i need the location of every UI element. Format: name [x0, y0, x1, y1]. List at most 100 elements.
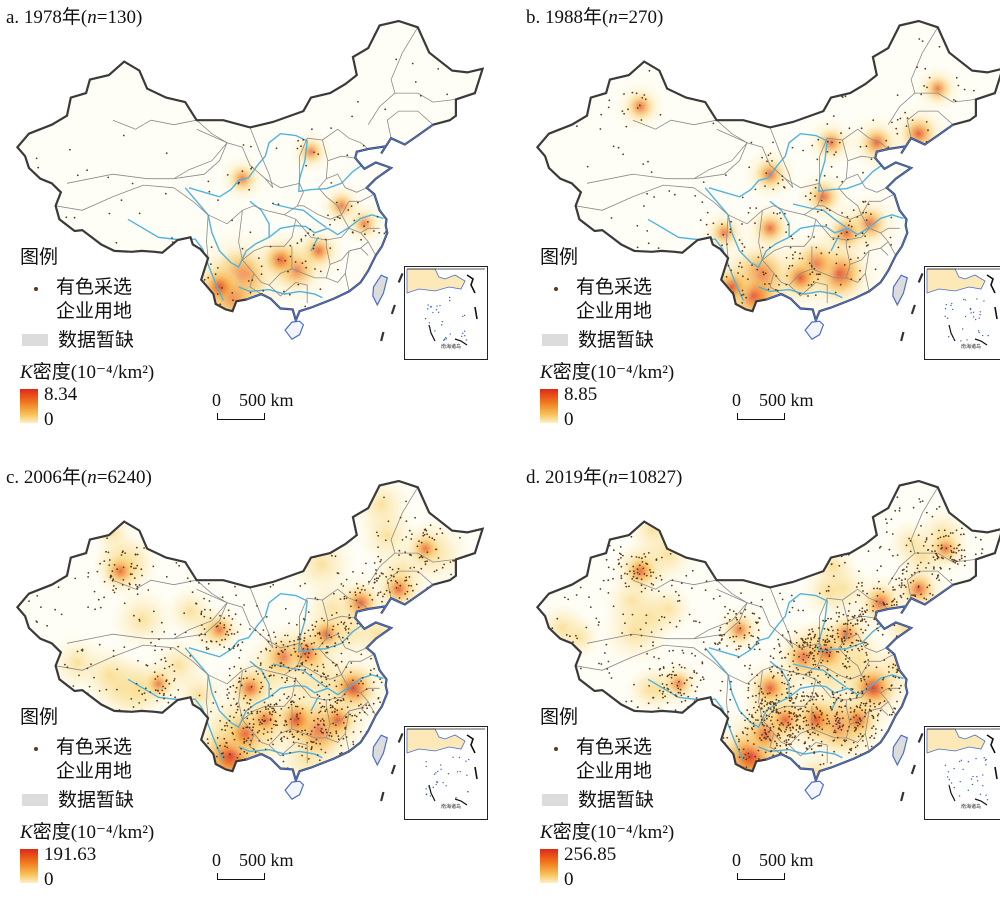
enterprise-point	[764, 185, 766, 188]
enterprise-point	[883, 659, 886, 661]
enterprise-point	[153, 610, 155, 613]
enterprise-point	[927, 562, 930, 564]
enterprise-point	[368, 704, 370, 707]
enterprise-point	[773, 647, 776, 650]
enterprise-point	[856, 695, 858, 697]
enterprise-point	[822, 719, 825, 721]
enterprise-point	[108, 212, 111, 215]
enterprise-point	[675, 625, 678, 628]
enterprise-point	[820, 713, 823, 716]
enterprise-point	[842, 724, 845, 726]
enterprise-point	[376, 674, 379, 677]
enterprise-point	[981, 548, 984, 551]
enterprise-point	[111, 570, 114, 573]
enterprise-point	[963, 88, 966, 91]
enterprise-point	[855, 696, 858, 699]
enterprise-point	[200, 633, 203, 635]
enterprise-point	[825, 590, 828, 592]
enterprise-point	[263, 720, 265, 723]
enterprise-point	[801, 695, 804, 698]
enterprise-point	[333, 645, 336, 648]
enterprise-point	[741, 289, 744, 292]
enterprise-point	[314, 653, 317, 656]
enterprise-point	[138, 702, 141, 704]
enterprise-point	[809, 733, 812, 736]
enterprise-point	[237, 643, 240, 646]
enterprise-point	[273, 631, 275, 634]
enterprise-point	[795, 641, 798, 644]
enterprise-point	[761, 699, 763, 702]
enterprise-point	[265, 647, 267, 650]
enterprise-point	[237, 681, 240, 683]
enterprise-point	[752, 635, 754, 638]
enterprise-point	[161, 648, 163, 651]
enterprise-point	[911, 119, 914, 121]
enterprise-point	[340, 744, 343, 747]
enterprise-point	[865, 620, 867, 623]
enterprise-point	[738, 239, 741, 241]
enterprise-point	[323, 619, 325, 622]
enterprise-point	[749, 721, 752, 723]
enterprise-point	[229, 686, 232, 688]
enterprise-point	[154, 644, 157, 647]
enterprise-point	[714, 643, 717, 645]
enterprise-point	[173, 679, 175, 682]
enterprise-point	[904, 586, 907, 588]
enterprise-point	[693, 671, 696, 674]
enterprise-point	[852, 692, 854, 694]
enterprise-point	[644, 587, 647, 590]
enterprise-point	[867, 624, 870, 627]
enterprise-point	[228, 674, 231, 677]
enterprise-point	[248, 188, 251, 191]
enterprise-point	[260, 273, 263, 276]
enterprise-point	[809, 641, 812, 644]
enterprise-point	[861, 709, 863, 712]
enterprise-point	[214, 273, 217, 276]
enterprise-point	[647, 702, 650, 705]
enterprise-point	[433, 538, 436, 541]
province-border	[196, 119, 228, 144]
enterprise-point	[809, 644, 812, 647]
enterprise-point	[810, 748, 813, 751]
enterprise-point	[272, 723, 275, 726]
enterprise-point	[904, 578, 907, 580]
enterprise-point	[840, 706, 843, 709]
enterprise-point	[267, 634, 270, 637]
enterprise-point	[948, 568, 951, 570]
enterprise-point	[373, 230, 375, 232]
enterprise-point	[272, 707, 275, 710]
enterprise-point	[701, 201, 704, 204]
enterprise-point	[269, 666, 271, 669]
enterprise-point	[859, 278, 861, 281]
enterprise-point	[764, 696, 767, 699]
enterprise-point	[305, 659, 307, 662]
enterprise-point	[86, 169, 88, 172]
enterprise-point	[274, 711, 277, 714]
enterprise-point	[893, 598, 896, 600]
enterprise-point	[872, 605, 875, 608]
density-hotspot	[300, 233, 337, 269]
enterprise-point	[762, 692, 765, 695]
enterprise-point	[293, 701, 295, 704]
enterprise-point	[940, 547, 942, 550]
enterprise-point	[892, 599, 895, 602]
enterprise-point	[806, 730, 809, 732]
enterprise-point	[661, 693, 664, 695]
enterprise-point	[572, 641, 574, 643]
enterprise-point	[702, 678, 705, 681]
enterprise-point	[666, 687, 669, 690]
enterprise-point	[898, 584, 901, 587]
enterprise-point	[610, 677, 613, 679]
enterprise-point	[836, 176, 838, 178]
enterprise-point	[228, 614, 230, 617]
enterprise-point	[94, 608, 96, 611]
enterprise-point	[925, 567, 927, 569]
enterprise-point	[652, 696, 654, 699]
enterprise-point	[297, 730, 299, 733]
enterprise-point	[690, 684, 693, 687]
enterprise-point	[76, 650, 79, 653]
enterprise-point	[658, 619, 661, 621]
enterprise-point	[372, 702, 375, 705]
enterprise-point	[621, 632, 623, 634]
enterprise-point	[169, 648, 172, 650]
